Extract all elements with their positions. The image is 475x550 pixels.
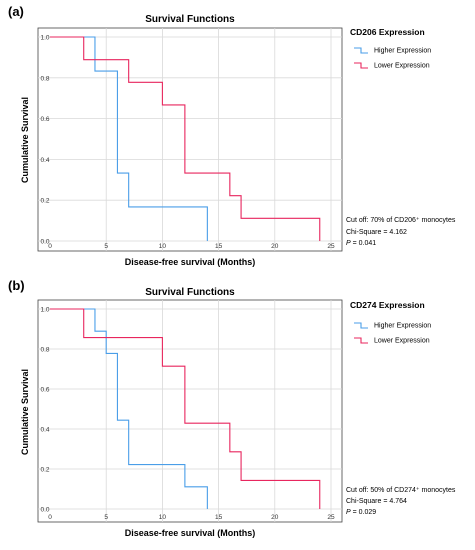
x-tick-label: 15 — [215, 514, 223, 521]
legend-label-lower: Lower Expression — [374, 338, 430, 345]
chart-panel-b: (b) Survival Functions 0 5 10 15 20 25 0.0 0.2 0.4… — [8, 278, 456, 538]
x-tick-label: 0 — [48, 514, 52, 521]
y-tick-label: 0.2 — [40, 198, 49, 205]
legend-swatch-higher — [354, 322, 368, 329]
chart-title: Survival Functions — [145, 14, 235, 25]
x-tick-label: 25 — [327, 514, 335, 521]
annotation-p-value: P = 0.041 — [346, 240, 376, 247]
x-tick-label: 5 — [104, 514, 108, 521]
legend-label-higher: Higher Expression — [374, 323, 431, 330]
chart-title: Survival Functions — [145, 287, 235, 298]
x-tick-label: 10 — [159, 243, 167, 250]
survival-line-lower — [50, 36, 321, 241]
legend-title: CD274 Expression — [350, 300, 425, 310]
legend-title: CD206 Expression — [350, 27, 425, 37]
legend-swatch-lower — [354, 337, 368, 344]
p-symbol: P — [346, 240, 351, 247]
y-tick-label: 0.0 — [40, 507, 49, 514]
annotation-p-value: P = 0.029 — [346, 509, 376, 516]
x-tick-label: 20 — [271, 243, 279, 250]
annotation-chi-square: Chi-Square = 4.764 — [346, 498, 407, 505]
y-tick-label: 0.4 — [40, 427, 49, 434]
annotation-chi-square: Chi-Square = 4.162 — [346, 229, 407, 236]
y-tick-label: 0.4 — [40, 157, 49, 164]
legend-label-lower: Lower Expression — [374, 63, 430, 70]
survival-line-lower — [50, 308, 321, 509]
x-tick-label: 5 — [104, 243, 108, 250]
panel-label: (a) — [8, 4, 24, 19]
survival-line-higher — [50, 36, 208, 241]
y-tick-label: 0.0 — [40, 239, 49, 246]
x-tick-label: 0 — [48, 243, 52, 250]
chart-panel-a: (a) Survival Functions 0 5 10 15 20 25 0.0 0.2 0.4… — [8, 4, 456, 267]
y-tick-label: 0.6 — [40, 116, 49, 123]
legend-swatch-lower — [354, 62, 368, 69]
panel-label: (b) — [8, 278, 25, 293]
annotation-cutoff: Cut off: 50% of CD274⁺ monocytes — [346, 487, 456, 494]
p-symbol: P — [346, 509, 351, 516]
x-axis-label: Disease-free survival (Months) — [125, 528, 256, 538]
x-tick-label: 15 — [215, 243, 223, 250]
annotation-cutoff: Cut off: 70% of CD206⁺ monocytes — [346, 217, 456, 224]
x-tick-label: 20 — [271, 514, 279, 521]
y-axis-label: Cumulative Survival — [20, 369, 30, 455]
plot-frame — [37, 299, 343, 523]
y-axis-label: Cumulative Survival — [20, 97, 30, 183]
plot-frame — [37, 27, 343, 252]
y-tick-label: 0.8 — [40, 75, 49, 82]
legend-swatch-higher — [354, 47, 368, 54]
y-tick-label: 1.0 — [40, 35, 49, 42]
y-tick-label: 1.0 — [40, 307, 49, 314]
p-value: = 0.029 — [351, 509, 377, 516]
y-tick-label: 0.6 — [40, 387, 49, 394]
y-tick-label: 0.2 — [40, 467, 49, 474]
x-axis-label: Disease-free survival (Months) — [125, 257, 256, 267]
y-tick-label: 0.8 — [40, 347, 49, 354]
p-value: = 0.041 — [351, 240, 377, 247]
survival-line-higher — [50, 308, 208, 509]
x-tick-label: 25 — [327, 243, 335, 250]
legend-label-higher: Higher Expression — [374, 48, 431, 55]
x-tick-label: 10 — [159, 514, 167, 521]
